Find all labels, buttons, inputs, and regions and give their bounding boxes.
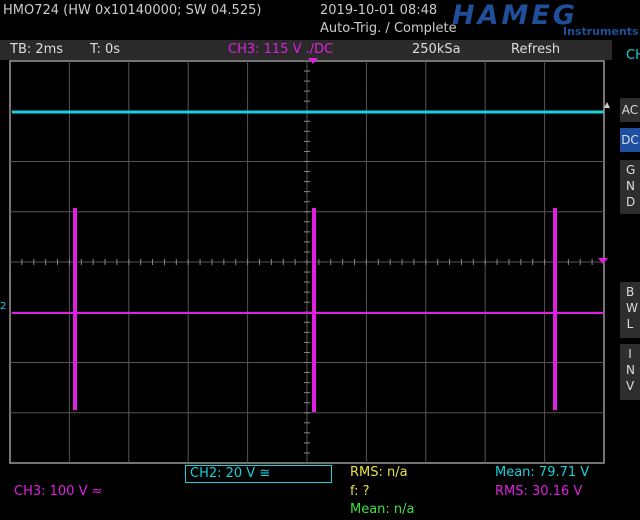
rms-ch3: RMS: 30.16 V (495, 484, 583, 499)
bwl-label: BWL (626, 285, 638, 331)
bandwidth-limit[interactable]: BWL (620, 282, 640, 338)
rms-a: RMS: n/a (350, 465, 408, 480)
frequency: f: ? (350, 484, 370, 499)
ch3-trace (12, 208, 604, 412)
coupling-ac[interactable]: AC (620, 98, 640, 122)
mean-a: Mean: n/a (350, 502, 415, 517)
invert[interactable]: INV (620, 344, 640, 400)
side-channel-label: CH2 (626, 48, 640, 63)
coupling-gnd[interactable]: GND (620, 160, 640, 214)
inv-label: INV (626, 347, 635, 393)
coupling-dc[interactable]: DC (620, 128, 640, 152)
logo-subtitle: Instruments (563, 25, 639, 38)
trigger-level-marker (598, 258, 608, 264)
ch2-marker: 2 (0, 301, 6, 312)
acquisition-mode[interactable]: Refresh (511, 42, 561, 57)
device-info: HMO724 (HW 0x10140000; SW 04.525) (3, 3, 262, 18)
trigger-status: Auto-Trig. / Complete (320, 21, 457, 36)
datetime: 2019-10-01 08:48 (320, 3, 438, 18)
sample-rate[interactable]: 250kSa (412, 42, 461, 57)
mean-ch2: Mean: 79.71 V (495, 465, 590, 480)
side-channel: CH2 (620, 48, 640, 63)
trigger-time[interactable]: T: 0s (90, 42, 121, 57)
logo: HAMEG (452, 0, 578, 31)
trigger-position-marker (308, 58, 318, 64)
gnd-label: GND (626, 163, 636, 209)
ch3-scale[interactable]: CH3: 100 V ≈ (14, 484, 103, 499)
ch2-scale[interactable]: CH2: 20 V ≅ (185, 465, 332, 483)
timebase[interactable]: TB: 2ms (10, 42, 64, 57)
status-bar: TB: 2ms T: 0s CH3: 115 V ./DC 250kSa Ref… (0, 40, 612, 60)
trigger-source[interactable]: CH3: 115 V ./DC (228, 42, 334, 57)
level-marker (604, 102, 610, 108)
